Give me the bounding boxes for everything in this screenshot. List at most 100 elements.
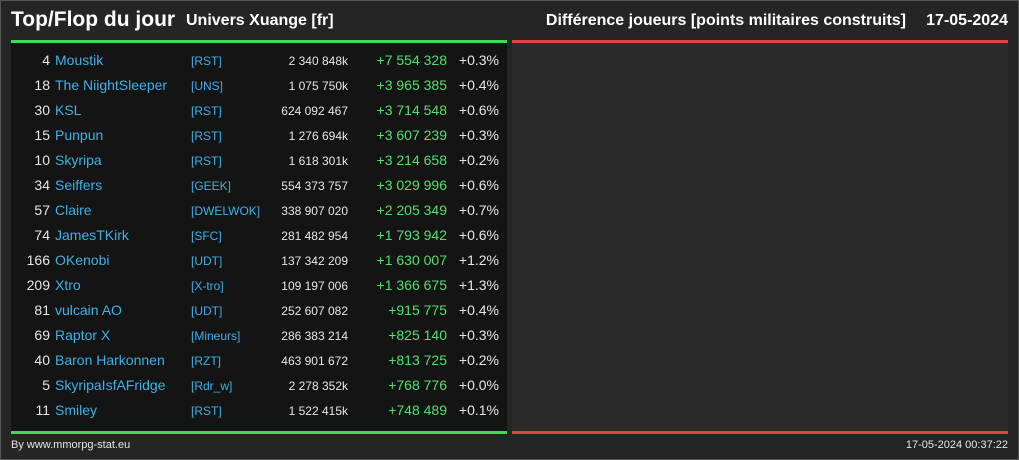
player-points: 252 607 082: [281, 304, 348, 318]
top-green-bar: [11, 40, 507, 43]
top-players-panel: 4 Moustik [RST] 2 340 848k +7 554 328 +0.3% 18…: [11, 43, 507, 431]
player-diff: +825 140: [388, 327, 447, 343]
player-alliance-link[interactable]: [UDT]: [191, 254, 223, 268]
player-rank: 18: [34, 77, 50, 93]
player-row: 30 KSL [RST] 624 092 467 +3 714 548 +0.6%: [11, 99, 507, 124]
player-points: 1 276 694k: [288, 129, 348, 143]
player-name-link[interactable]: JamesTKirk: [55, 227, 129, 243]
player-rank: 166: [26, 252, 50, 268]
player-alliance-link[interactable]: [Mineurs]: [191, 329, 241, 343]
univers-label: Univers Xuange [fr]: [186, 12, 334, 29]
player-alliance-link[interactable]: [RST]: [191, 104, 222, 118]
player-alliance-link[interactable]: [DWELWOK]: [191, 204, 261, 218]
player-row: 209 Xtro [X-tro] 109 197 006 +1 366 675 +1.3%: [11, 274, 507, 299]
player-alliance-link[interactable]: [GEEK]: [191, 179, 232, 193]
player-row: 74 JamesTKirk [SFC] 281 482 954 +1 793 942 +0…: [11, 224, 507, 249]
player-rank: 74: [34, 227, 50, 243]
player-rank: 15: [34, 127, 50, 143]
player-name-link[interactable]: The NiightSleeper: [55, 77, 168, 93]
player-row: 4 Moustik [RST] 2 340 848k +7 554 328 +0.3%: [11, 49, 507, 74]
player-rank: 57: [34, 202, 50, 218]
player-diff: +3 214 658: [376, 152, 447, 168]
player-alliance-link[interactable]: [UNS]: [191, 79, 224, 93]
player-rank: 40: [34, 352, 50, 368]
player-diff: +813 725: [388, 352, 447, 368]
player-name-link[interactable]: Raptor X: [55, 327, 111, 343]
player-percent: +0.3%: [458, 327, 499, 343]
player-name-link[interactable]: SkyripaIsfAFridge: [55, 377, 166, 393]
top-red-bar: [512, 40, 1008, 43]
player-rank: 34: [34, 177, 50, 193]
player-percent: +0.6%: [458, 102, 499, 118]
player-points: 137 342 209: [281, 254, 348, 268]
player-percent: +1.3%: [458, 277, 499, 293]
player-rank: 5: [42, 377, 50, 393]
player-alliance-link[interactable]: [RZT]: [191, 354, 221, 368]
player-points: 463 901 672: [281, 354, 348, 368]
player-name-link[interactable]: Moustik: [55, 52, 104, 68]
player-diff: +3 607 239: [376, 127, 447, 143]
player-row: 34 Seiffers [GEEK] 554 373 757 +3 029 996 +0.…: [11, 174, 507, 199]
player-points: 281 482 954: [281, 229, 348, 243]
player-percent: +0.4%: [458, 77, 499, 93]
player-diff: +748 489: [388, 402, 447, 418]
player-alliance-link[interactable]: [RST]: [191, 404, 222, 418]
player-percent: +0.3%: [458, 127, 499, 143]
player-row: 57 Claire [DWELWOK] 338 907 020 +2 205 349 +0…: [11, 199, 507, 224]
player-points: 109 197 006: [281, 279, 348, 293]
player-percent: +0.1%: [458, 402, 499, 418]
player-row: 18 The NiightSleeper [UNS] 1 075 750k +3 965…: [11, 74, 507, 99]
player-name-link[interactable]: Smiley: [55, 402, 98, 418]
player-rank: 11: [35, 402, 50, 418]
player-alliance-link[interactable]: [RST]: [191, 129, 222, 143]
player-name-link[interactable]: Claire: [55, 202, 92, 218]
player-row: 11 Smiley [RST] 1 522 415k +748 489 +0.1%: [11, 399, 507, 424]
player-alliance-link[interactable]: [UDT]: [191, 304, 223, 318]
player-diff: +2 205 349: [376, 202, 447, 218]
player-percent: +0.2%: [458, 152, 499, 168]
player-diff: +1 793 942: [376, 227, 447, 243]
player-diff: +3 714 548: [376, 102, 447, 118]
player-name-link[interactable]: Seiffers: [55, 177, 103, 193]
player-percent: +1.2%: [458, 252, 499, 268]
bottom-green-bar: [11, 431, 507, 434]
player-rank: 4: [42, 52, 50, 68]
player-row: 40 Baron Harkonnen [RZT] 463 901 672 +813 72…: [11, 349, 507, 374]
player-alliance-link[interactable]: [RST]: [191, 154, 222, 168]
player-diff: +3 029 996: [376, 177, 447, 193]
player-points: 554 373 757: [281, 179, 348, 193]
player-name-link[interactable]: Baron Harkonnen: [55, 352, 165, 368]
player-name-link[interactable]: KSL: [55, 102, 82, 118]
player-points: 1 522 415k: [288, 404, 348, 418]
player-name-link[interactable]: Punpun: [55, 127, 104, 143]
top-players-list: 4 Moustik [RST] 2 340 848k +7 554 328 +0.3% 18…: [11, 49, 507, 424]
player-rank: 30: [34, 102, 50, 118]
player-name-link[interactable]: OKenobi: [55, 252, 110, 268]
player-diff: +1 366 675: [376, 277, 447, 293]
player-diff: +7 554 328: [376, 52, 447, 68]
player-name-link[interactable]: Skyripa: [55, 152, 102, 168]
player-alliance-link[interactable]: [Rdr_w]: [191, 379, 233, 393]
player-row: 166 OKenobi [UDT] 137 342 209 +1 630 007 +1.2…: [11, 249, 507, 274]
player-diff: +1 630 007: [376, 252, 447, 268]
bottom-red-bar: [512, 431, 1008, 434]
player-percent: +0.7%: [458, 202, 499, 218]
player-alliance-link[interactable]: [SFC]: [191, 229, 222, 243]
player-percent: +0.3%: [458, 52, 499, 68]
player-points: 624 092 467: [281, 104, 348, 118]
player-rank: 81: [34, 302, 50, 318]
player-percent: +0.4%: [458, 302, 499, 318]
player-percent: +0.2%: [458, 352, 499, 368]
flop-players-panel: [512, 43, 1008, 431]
player-row: 69 Raptor X [Mineurs] 286 383 214 +825 140 +0…: [11, 324, 507, 349]
player-rank: 69: [34, 327, 50, 343]
footer-credit[interactable]: By www.mmorpg-stat.eu: [11, 439, 131, 451]
player-row: 81 vulcain AO [UDT] 252 607 082 +915 775 +0.4…: [11, 299, 507, 324]
player-alliance-link[interactable]: [X-tro]: [191, 279, 224, 293]
player-alliance-link[interactable]: [RST]: [191, 54, 222, 68]
player-name-link[interactable]: Xtro: [55, 277, 81, 293]
player-points: 338 907 020: [281, 204, 348, 218]
player-points: 2 340 848k: [288, 54, 348, 68]
player-name-link[interactable]: vulcain AO: [55, 302, 122, 318]
player-percent: +0.0%: [458, 377, 499, 393]
